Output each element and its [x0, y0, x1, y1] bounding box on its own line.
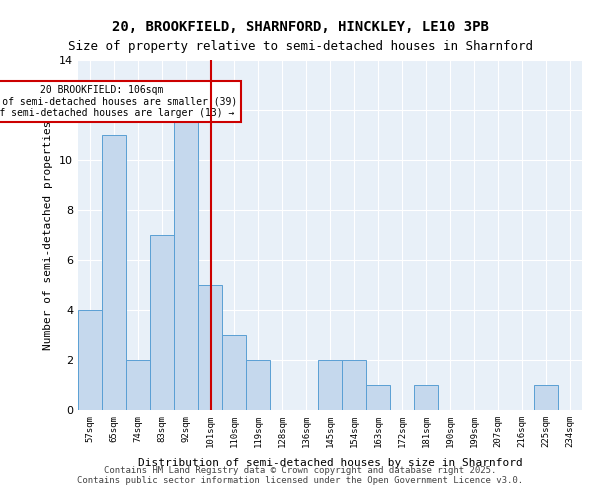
Bar	[318, 360, 342, 410]
X-axis label: Distribution of semi-detached houses by size in Sharnford: Distribution of semi-detached houses by …	[137, 458, 523, 468]
Bar	[198, 285, 222, 410]
Text: 20, BROOKFIELD, SHARNFORD, HINCKLEY, LE10 3PB: 20, BROOKFIELD, SHARNFORD, HINCKLEY, LE1…	[112, 20, 488, 34]
Bar	[174, 110, 198, 410]
Text: 20 BROOKFIELD: 106sqm
← 74% of semi-detached houses are smaller (39)
25% of semi: 20 BROOKFIELD: 106sqm ← 74% of semi-deta…	[0, 84, 237, 117]
Bar	[366, 385, 390, 410]
Bar	[126, 360, 150, 410]
Bar	[78, 310, 102, 410]
Bar	[102, 135, 126, 410]
Bar	[534, 385, 558, 410]
Text: Size of property relative to semi-detached houses in Sharnford: Size of property relative to semi-detach…	[67, 40, 533, 53]
Bar	[246, 360, 270, 410]
Bar	[342, 360, 366, 410]
Bar	[150, 235, 174, 410]
Bar	[414, 385, 438, 410]
Text: Contains HM Land Registry data © Crown copyright and database right 2025.
Contai: Contains HM Land Registry data © Crown c…	[77, 466, 523, 485]
Y-axis label: Number of semi-detached properties: Number of semi-detached properties	[43, 120, 53, 350]
Bar	[222, 335, 246, 410]
